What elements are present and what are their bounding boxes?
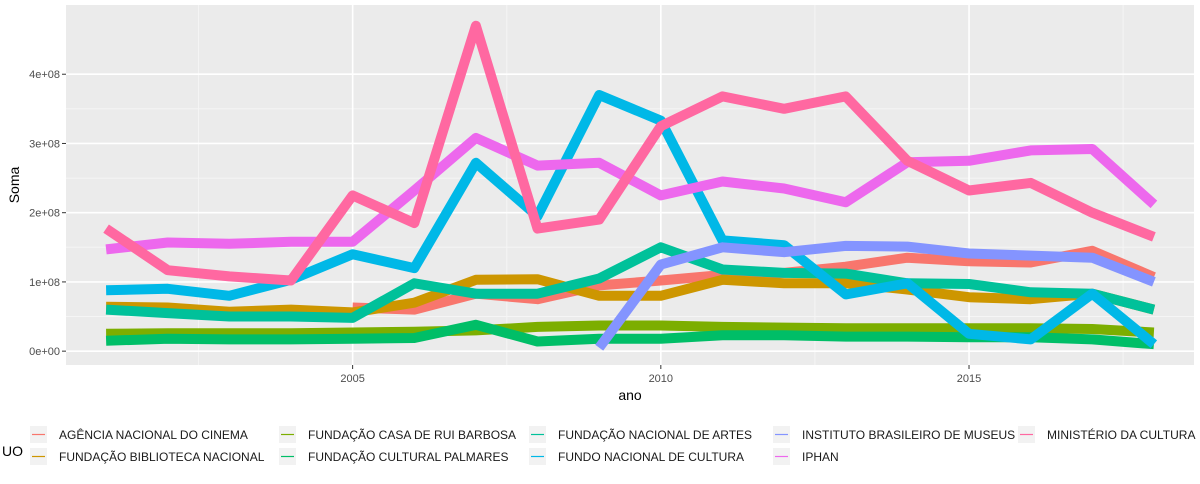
y-tick-label: 1e+08	[29, 277, 60, 289]
y-tick-label: 4e+08	[29, 69, 60, 81]
series-line	[106, 274, 1156, 318]
legend-label: FUNDAÇÃO NACIONAL DE ARTES	[558, 428, 752, 442]
y-tick-label: 2e+08	[29, 208, 60, 220]
x-axis: 2005 2010 2015	[340, 365, 981, 385]
x-tick-label: 2010	[649, 373, 673, 385]
legend-title: UO	[2, 443, 23, 459]
series-line	[106, 320, 1155, 339]
legend: UO AGÊNCIA NACIONAL DO CINEMA FUNDAÇÃO BI…	[2, 426, 1195, 465]
legend-label: INSTITUTO BRASILEIRO DE MUSEUS	[802, 428, 1015, 442]
legend-item: AGÊNCIA NACIONAL DO CINEMA	[30, 426, 248, 443]
legend-item: FUNDO NACIONAL DE CULTURA	[529, 448, 744, 465]
legend-label: AGÊNCIA NACIONAL DO CINEMA	[59, 427, 248, 442]
x-tick-label: 2015	[957, 373, 981, 385]
legend-item: MINISTÉRIO DA CULTURA	[1018, 426, 1195, 443]
y-tick-label: 3e+08	[29, 138, 60, 150]
series-line	[105, 242, 1156, 323]
x-axis-title: ano	[618, 387, 642, 403]
x-tick-label: 2005	[340, 373, 364, 385]
legend-label: FUNDO NACIONAL DE CULTURA	[558, 450, 744, 464]
y-axis-title: Soma	[6, 167, 22, 204]
legend-label: FUNDAÇÃO CASA DE RUI BARBOSA	[308, 428, 516, 442]
legend-item: IPHAN	[773, 448, 839, 465]
legend-label: IPHAN	[802, 450, 839, 464]
legend-label: FUNDAÇÃO CULTURAL PALMARES	[308, 450, 508, 464]
legend-item: FUNDAÇÃO BIBLIOTECA NACIONAL	[30, 448, 265, 465]
series-line	[103, 20, 1156, 286]
y-axis: 0e+00 1e+08 2e+08 3e+08 4e+08	[29, 69, 66, 358]
y-tick-label: 0e+00	[29, 346, 60, 358]
legend-item: INSTITUTO BRASILEIRO DE MUSEUS	[773, 426, 1015, 443]
series-line	[595, 240, 1156, 351]
legend-item: FUNDAÇÃO CULTURAL PALMARES	[279, 448, 508, 465]
legend-label: FUNDAÇÃO BIBLIOTECA NACIONAL	[59, 450, 265, 464]
legend-item: FUNDAÇÃO NACIONAL DE ARTES	[529, 426, 752, 443]
legend-item: FUNDAÇÃO CASA DE RUI BARBOSA	[279, 426, 516, 443]
legend-label: MINISTÉRIO DA CULTURA	[1047, 427, 1195, 442]
series-layer	[103, 20, 1158, 351]
